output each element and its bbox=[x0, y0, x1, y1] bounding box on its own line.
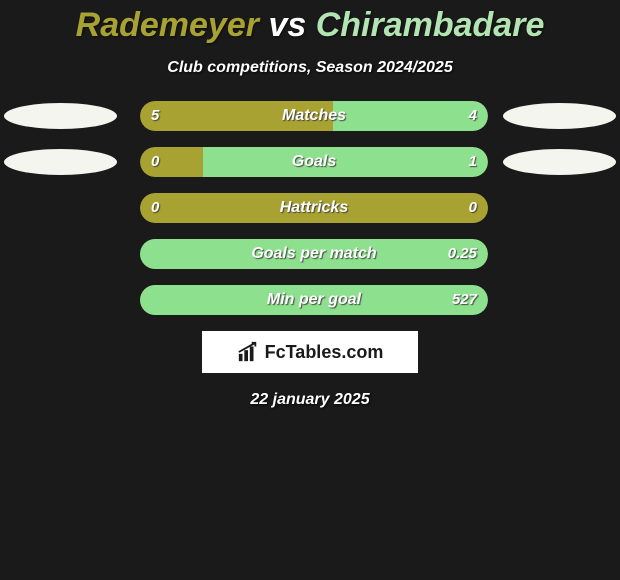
stats-block: 5Matches40Goals10Hattricks0Goals per mat… bbox=[0, 101, 620, 315]
player2-marker bbox=[503, 149, 616, 175]
stat-bar-track: Goals per match0.25 bbox=[140, 239, 488, 269]
title-vs: vs bbox=[268, 6, 306, 44]
brand-text: FcTables.com bbox=[265, 342, 384, 363]
stat-value-right: 1 bbox=[469, 147, 477, 177]
stat-value-right: 4 bbox=[469, 101, 477, 131]
stat-row: 0Hattricks0 bbox=[0, 193, 620, 223]
stat-row: 5Matches4 bbox=[0, 101, 620, 131]
page-title: Rademeyer vs Chirambadare bbox=[0, 0, 620, 45]
comparison-card: Rademeyer vs Chirambadare Club competiti… bbox=[0, 0, 620, 409]
stat-name: Goals per match bbox=[140, 239, 488, 269]
stat-name: Hattricks bbox=[140, 193, 488, 223]
stat-bar-track: 0Hattricks0 bbox=[140, 193, 488, 223]
title-player1: Rademeyer bbox=[76, 6, 259, 44]
title-player2: Chirambadare bbox=[316, 6, 545, 44]
stat-name: Min per goal bbox=[140, 285, 488, 315]
stat-value-right: 0 bbox=[469, 193, 477, 223]
stat-row: Goals per match0.25 bbox=[0, 239, 620, 269]
brand-badge[interactable]: FcTables.com bbox=[202, 331, 418, 373]
date-label: 22 january 2025 bbox=[0, 391, 620, 409]
stat-row: Min per goal527 bbox=[0, 285, 620, 315]
stat-value-right: 527 bbox=[452, 285, 477, 315]
subtitle: Club competitions, Season 2024/2025 bbox=[0, 59, 620, 77]
stat-name: Matches bbox=[140, 101, 488, 131]
stat-row: 0Goals1 bbox=[0, 147, 620, 177]
stat-bar-track: Min per goal527 bbox=[140, 285, 488, 315]
player1-marker bbox=[4, 103, 117, 129]
stat-bar-track: 0Goals1 bbox=[140, 147, 488, 177]
bar-chart-icon bbox=[237, 341, 259, 363]
player1-marker bbox=[4, 149, 117, 175]
stat-bar-track: 5Matches4 bbox=[140, 101, 488, 131]
stat-value-right: 0.25 bbox=[448, 239, 477, 269]
stat-name: Goals bbox=[140, 147, 488, 177]
player2-marker bbox=[503, 103, 616, 129]
